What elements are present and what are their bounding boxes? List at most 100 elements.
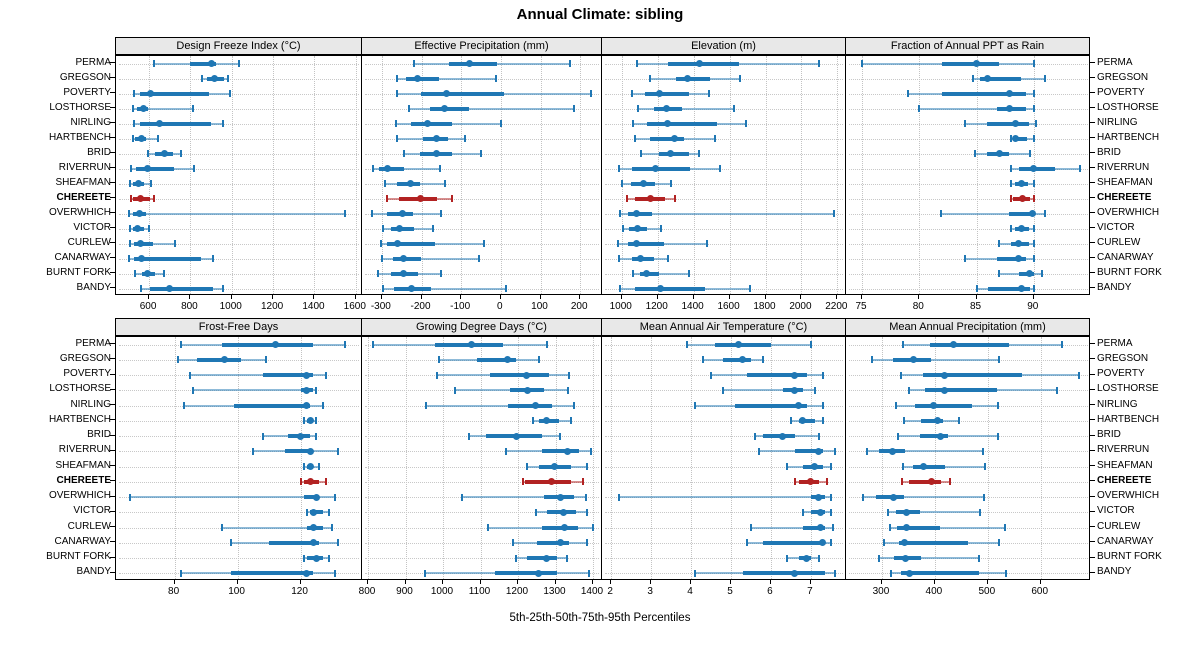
- iqr-bar-25-75: [942, 61, 1000, 66]
- station-label-right: SHEAFMAN: [1097, 176, 1153, 188]
- station-label-left: CHEREETE: [56, 474, 111, 486]
- whisker-5-95: [637, 107, 734, 110]
- whisker-cap-95th: [1078, 371, 1081, 379]
- whisker-5-95: [866, 450, 984, 453]
- whisker-cap-95th: [479, 150, 482, 157]
- axis-tick-label: 100: [531, 301, 548, 312]
- whisker-5-95: [633, 272, 689, 275]
- gridline-horizontal: [119, 78, 359, 80]
- axis-tick: [836, 295, 838, 299]
- median-dot: [941, 386, 949, 394]
- whisker-cap-5th: [889, 569, 892, 577]
- median-dot: [1015, 240, 1023, 247]
- median-dot: [210, 75, 218, 82]
- whisker-cap-5th: [618, 165, 621, 172]
- median-dot: [135, 180, 143, 187]
- whisker-cap-95th: [748, 285, 751, 292]
- whisker-cap-5th: [535, 508, 538, 516]
- iqr-bar-25-75: [628, 211, 652, 216]
- axis-tick: [986, 580, 988, 584]
- axis-tick-label: 1200: [505, 586, 529, 597]
- axis-tick: [933, 580, 935, 584]
- gridline-vertical: [237, 337, 239, 579]
- whisker-cap-5th: [131, 135, 134, 142]
- whisker-cap-5th: [130, 165, 133, 172]
- whisker-cap-95th: [327, 508, 330, 516]
- median-dot: [940, 371, 948, 379]
- row-tick: [1090, 287, 1095, 288]
- gridline-vertical: [190, 56, 192, 294]
- axis-tick-label: 3: [647, 586, 653, 597]
- whisker-cap-5th: [940, 210, 943, 217]
- axis-tick: [230, 295, 232, 299]
- iqr-bar-25-75: [136, 166, 175, 171]
- whisker-cap-95th: [153, 195, 156, 202]
- gridline-horizontal: [365, 466, 599, 468]
- whisker-5-95: [221, 526, 333, 529]
- iqr-bar-25-75: [668, 61, 739, 66]
- row-tick: [1090, 182, 1095, 183]
- iqr-bar-25-75: [489, 373, 549, 378]
- whisker-cap-5th: [532, 417, 534, 425]
- gridline-horizontal: [605, 466, 843, 468]
- median-dot: [303, 402, 311, 410]
- median-dot: [556, 493, 564, 501]
- median-dot: [910, 356, 918, 364]
- whisker-5-95: [461, 496, 586, 499]
- whisker-cap-95th: [659, 225, 662, 232]
- median-dot: [393, 240, 401, 247]
- whisker-5-95: [488, 526, 593, 529]
- median-dot: [416, 195, 424, 202]
- whisker-cap-5th: [133, 120, 136, 127]
- median-dot: [791, 371, 799, 379]
- iqr-bar-25-75: [798, 418, 815, 423]
- axis-tick: [354, 295, 356, 299]
- median-dot: [1025, 270, 1033, 277]
- whisker-cap-95th: [978, 554, 981, 562]
- whisker-cap-95th: [957, 417, 960, 425]
- median-dot: [637, 255, 645, 262]
- station-label-right: CURLEW: [1097, 520, 1141, 532]
- median-dot: [138, 255, 146, 262]
- whisker-cap-95th: [1032, 195, 1035, 202]
- whisker-cap-5th: [220, 524, 223, 532]
- whisker-cap-95th: [998, 539, 1001, 547]
- whisker-cap-95th: [984, 463, 987, 471]
- iqr-bar-25-75: [631, 166, 691, 171]
- station-label-left: VICTOR: [73, 221, 111, 233]
- station-label-right: PERMA: [1097, 337, 1133, 349]
- whisker-cap-5th: [789, 417, 792, 425]
- panel-title: Effective Precipitation (mm): [414, 40, 549, 52]
- median-dot: [535, 569, 543, 577]
- whisker-cap-5th: [871, 356, 874, 364]
- median-dot: [144, 165, 152, 172]
- median-dot: [819, 539, 827, 547]
- gridline-horizontal: [605, 542, 843, 544]
- gridline-horizontal: [605, 481, 843, 483]
- whisker-cap-5th: [702, 356, 705, 364]
- panel-title: Frost-Free Days: [198, 321, 279, 333]
- whisker-cap-95th: [464, 135, 467, 142]
- whisker-cap-95th: [1078, 165, 1081, 172]
- gridline-horizontal: [119, 108, 359, 110]
- axis-tick-label: 85: [969, 301, 982, 312]
- panel-title: Elevation (m): [691, 40, 756, 52]
- axis-tick: [692, 295, 694, 299]
- whisker-5-95: [620, 212, 834, 215]
- panel-header: Elevation (m): [601, 37, 846, 55]
- whisker-cap-5th: [621, 180, 624, 187]
- median-dot: [984, 75, 992, 82]
- iqr-bar-25-75: [924, 388, 997, 393]
- whisker-cap-5th: [630, 90, 633, 97]
- whisker-5-95: [723, 389, 815, 392]
- whisker-cap-5th: [710, 371, 713, 379]
- row-tick: [1090, 465, 1095, 467]
- axis-tick: [173, 580, 175, 584]
- gridline-horizontal: [119, 288, 359, 290]
- whisker-cap-95th: [1032, 255, 1035, 262]
- median-dot: [136, 195, 144, 202]
- axis-tick-label: 1100: [468, 586, 491, 597]
- iqr-bar-25-75: [909, 479, 942, 484]
- station-label-left: HARTBENCH: [48, 131, 111, 143]
- whisker-cap-5th: [370, 210, 373, 217]
